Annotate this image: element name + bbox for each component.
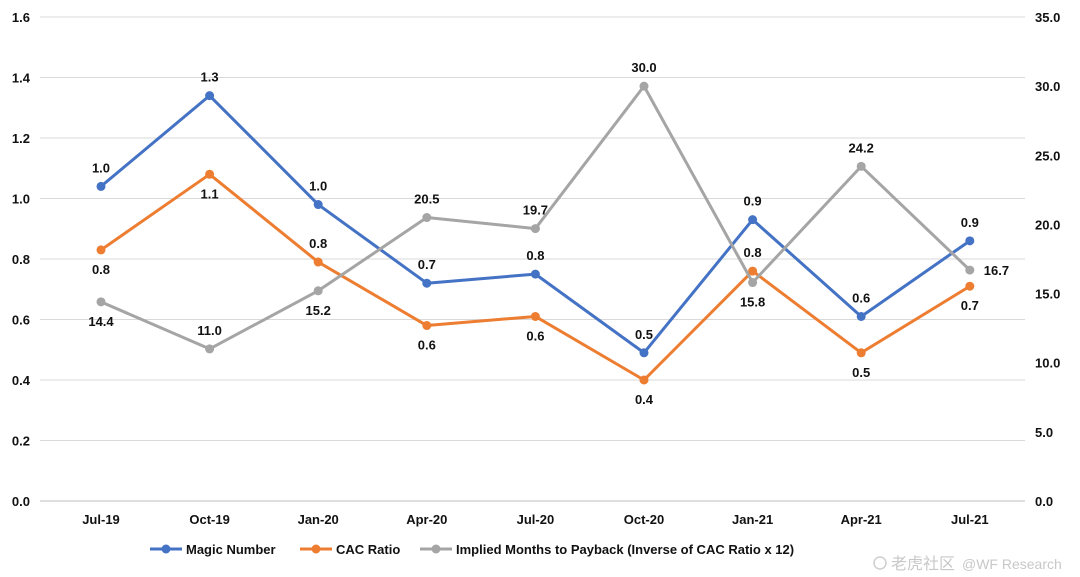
data-point <box>856 348 866 358</box>
data-point <box>313 200 323 210</box>
data-label: 0.7 <box>961 298 979 313</box>
data-point <box>205 169 215 179</box>
gridlines <box>40 16 1025 502</box>
right-tick-label: 10.0 <box>1035 356 1060 371</box>
data-label: 1.1 <box>201 186 219 201</box>
right-tick-label: 5.0 <box>1035 425 1053 440</box>
right-tick-label: 15.0 <box>1035 287 1060 302</box>
left-tick-label: 0.0 <box>12 494 30 509</box>
right-tick-label: 25.0 <box>1035 148 1060 163</box>
data-label: 19.7 <box>523 203 548 218</box>
right-tick-label: 0.0 <box>1035 494 1053 509</box>
data-label: 0.6 <box>526 328 544 343</box>
legend-swatch-marker <box>431 544 441 554</box>
legend-swatch-marker <box>311 544 321 554</box>
data-point <box>530 311 540 321</box>
data-point <box>639 348 649 358</box>
data-label: 15.2 <box>306 303 331 318</box>
x-axis-ticks: Jul-19 Oct-19 Jan-20 Apr-20 Jul-20 Oct-20 Jan-… <box>82 512 988 527</box>
data-point <box>856 161 866 171</box>
x-tick-label: Oct-20 <box>624 512 664 527</box>
data-label: 0.8 <box>309 236 327 251</box>
data-label: 0.8 <box>526 248 544 263</box>
data-point <box>422 321 432 331</box>
x-tick-label: Jul-20 <box>517 512 555 527</box>
data-point <box>96 181 106 191</box>
data-label: 0.9 <box>744 194 762 209</box>
watermark-logo-icon <box>873 556 887 570</box>
data-point <box>422 278 432 288</box>
data-point <box>748 215 758 225</box>
legend-label: Magic Number <box>186 542 276 557</box>
series-group <box>96 81 975 385</box>
data-point <box>530 224 540 234</box>
data-label: 0.6 <box>418 338 436 353</box>
data-point <box>205 91 215 101</box>
data-point <box>639 81 649 91</box>
data-label: 14.4 <box>88 314 114 329</box>
data-label: 0.5 <box>852 365 870 380</box>
x-tick-label: Jan-20 <box>298 512 339 527</box>
left-tick-label: 1.4 <box>12 71 31 86</box>
data-point <box>639 375 649 385</box>
data-point <box>205 344 215 354</box>
data-point <box>965 281 975 291</box>
data-point <box>530 269 540 279</box>
data-label: 16.7 <box>984 263 1009 278</box>
legend: Magic Number CAC Ratio Implied Months to P… <box>150 542 794 557</box>
x-tick-label: Jul-21 <box>951 512 989 527</box>
left-tick-label: 1.2 <box>12 131 30 146</box>
data-point <box>96 245 106 255</box>
right-axis-ticks: 0.0 5.0 10.0 15.0 20.0 25.0 30.0 35.0 <box>1035 10 1060 509</box>
data-point <box>313 257 323 267</box>
data-point <box>748 266 758 276</box>
left-tick-label: 1.6 <box>12 10 30 25</box>
legend-label: Implied Months to Payback (Inverse of CA… <box>456 542 794 557</box>
data-label: 1.0 <box>92 160 110 175</box>
right-tick-label: 30.0 <box>1035 79 1060 94</box>
data-label: 0.7 <box>418 257 436 272</box>
data-label: 30.0 <box>631 60 656 75</box>
data-label: 0.8 <box>92 262 110 277</box>
x-tick-label: Oct-19 <box>189 512 229 527</box>
legend-swatch-marker <box>161 544 171 554</box>
data-point <box>313 286 323 296</box>
watermark: 老虎社区 @WF Research <box>873 555 1062 573</box>
left-tick-label: 1.0 <box>12 192 30 207</box>
data-label: 0.9 <box>961 215 979 230</box>
data-label: 0.4 <box>635 392 654 407</box>
data-label: 24.2 <box>849 140 874 155</box>
data-label: 0.8 <box>744 245 762 260</box>
data-point <box>965 236 975 246</box>
left-tick-label: 0.8 <box>12 252 30 267</box>
legend-label: CAC Ratio <box>336 542 400 557</box>
x-tick-label: Apr-21 <box>841 512 882 527</box>
data-labels: 1.0 1.3 1.0 0.7 0.8 0.5 0.9 0.6 0.9 0.8 1.1 0.8 0.6 0… <box>88 60 1009 407</box>
watermark-logo-text: 老虎社区 <box>891 555 955 572</box>
data-point <box>96 297 106 307</box>
right-tick-label: 35.0 <box>1035 10 1060 25</box>
right-tick-label: 20.0 <box>1035 217 1060 232</box>
data-point <box>965 265 975 275</box>
data-label: 0.6 <box>852 290 870 305</box>
left-tick-label: 0.2 <box>12 434 30 449</box>
x-tick-label: Jan-21 <box>732 512 773 527</box>
data-point <box>856 311 866 321</box>
data-point <box>422 213 432 223</box>
left-tick-label: 0.6 <box>12 313 30 328</box>
data-label: 1.3 <box>201 70 219 85</box>
data-label: 15.8 <box>740 295 765 310</box>
left-axis-ticks: 0.0 0.2 0.4 0.6 0.8 1.0 1.2 1.4 1.6 <box>12 10 31 509</box>
x-tick-label: Apr-20 <box>406 512 447 527</box>
data-point <box>748 278 758 288</box>
data-label: 11.0 <box>197 323 222 338</box>
watermark-handle: @WF Research <box>962 556 1062 572</box>
left-tick-label: 0.4 <box>12 373 31 388</box>
data-label: 1.0 <box>309 179 327 194</box>
data-label: 20.5 <box>414 192 439 207</box>
x-tick-label: Jul-19 <box>82 512 120 527</box>
data-label: 0.5 <box>635 327 653 342</box>
